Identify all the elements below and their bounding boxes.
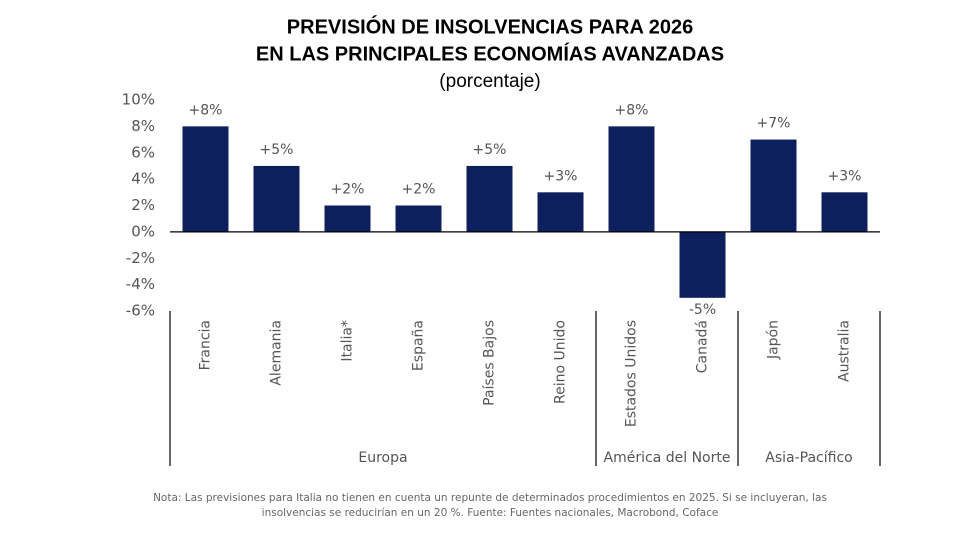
bar [182,126,229,232]
chart-subtitle: (porcentaje) [439,71,540,92]
note: Nota: Las previsiones para Italia no tie… [153,492,827,504]
bar [608,126,655,232]
value-label: +3% [828,168,862,184]
bar [821,192,868,232]
chart-title: PREVISIÓN DE INSOLVENCIAS PARA 2026 [287,14,693,38]
x-tick-label: Japón [766,320,782,360]
x-tick-label: Alemania [269,320,285,386]
x-tick-label: España [411,320,427,371]
y-tick-label: 0% [131,222,155,240]
group-label: Asia-Pacífico [765,450,852,466]
group-label: Europa [358,450,407,466]
x-tick-label: Francia [198,320,214,370]
bar [750,139,797,232]
bar [324,205,371,232]
y-tick-label: -6% [126,302,155,320]
value-label: +3% [544,168,578,184]
value-label: +8% [615,102,649,118]
value-label: +5% [473,142,507,158]
x-tick-label: Países Bajos [482,320,498,406]
y-tick-label: -2% [126,249,155,267]
x-tick-label: Estados Unidos [624,320,640,427]
chart-title: EN LAS PRINCIPALES ECONOMÍAS AVANZADAS [256,42,724,65]
bar [466,165,513,232]
bar [679,231,726,298]
value-label: +2% [402,182,436,198]
y-tick-label: 8% [131,117,155,135]
value-label: -5% [689,302,716,318]
group-label: América del Norte [604,450,731,466]
value-label: +2% [331,182,365,198]
value-label: +7% [757,116,791,132]
x-tick-label: Canadá [695,320,711,373]
x-tick-label: Italia* [340,320,356,362]
note: insolvencias se reducirían en un 20 %. F… [262,507,719,519]
value-label: +8% [189,102,223,118]
bar [395,205,442,232]
bar [537,192,584,232]
y-tick-label: 6% [131,143,155,161]
x-tick-label: Reino Unido [553,320,569,404]
y-tick-label: 4% [131,170,155,188]
y-tick-label: -4% [126,275,155,293]
y-tick-label: 2% [131,196,155,214]
x-tick-label: Australia [837,320,853,382]
bar [253,165,300,232]
y-tick-label: 10% [122,91,155,109]
value-label: +5% [260,142,294,158]
